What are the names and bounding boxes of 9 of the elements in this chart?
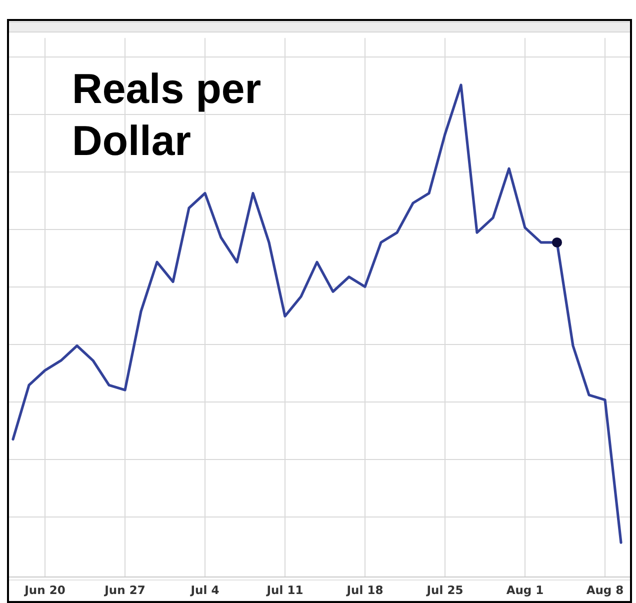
chart-title: Reals per Dollar <box>72 65 262 164</box>
x-tick-label: Jul 25 <box>426 583 464 597</box>
x-tick-label: Jul 4 <box>190 583 220 597</box>
x-tick-label: Jul 18 <box>346 583 384 597</box>
x-tick-label: Jul 11 <box>266 583 304 597</box>
x-tick-label: Jun 20 <box>24 583 66 597</box>
x-tick-label: Aug 1 <box>506 583 544 597</box>
x-tick-label: Aug 8 <box>586 583 624 597</box>
x-tick-label: Jun 27 <box>104 583 146 597</box>
